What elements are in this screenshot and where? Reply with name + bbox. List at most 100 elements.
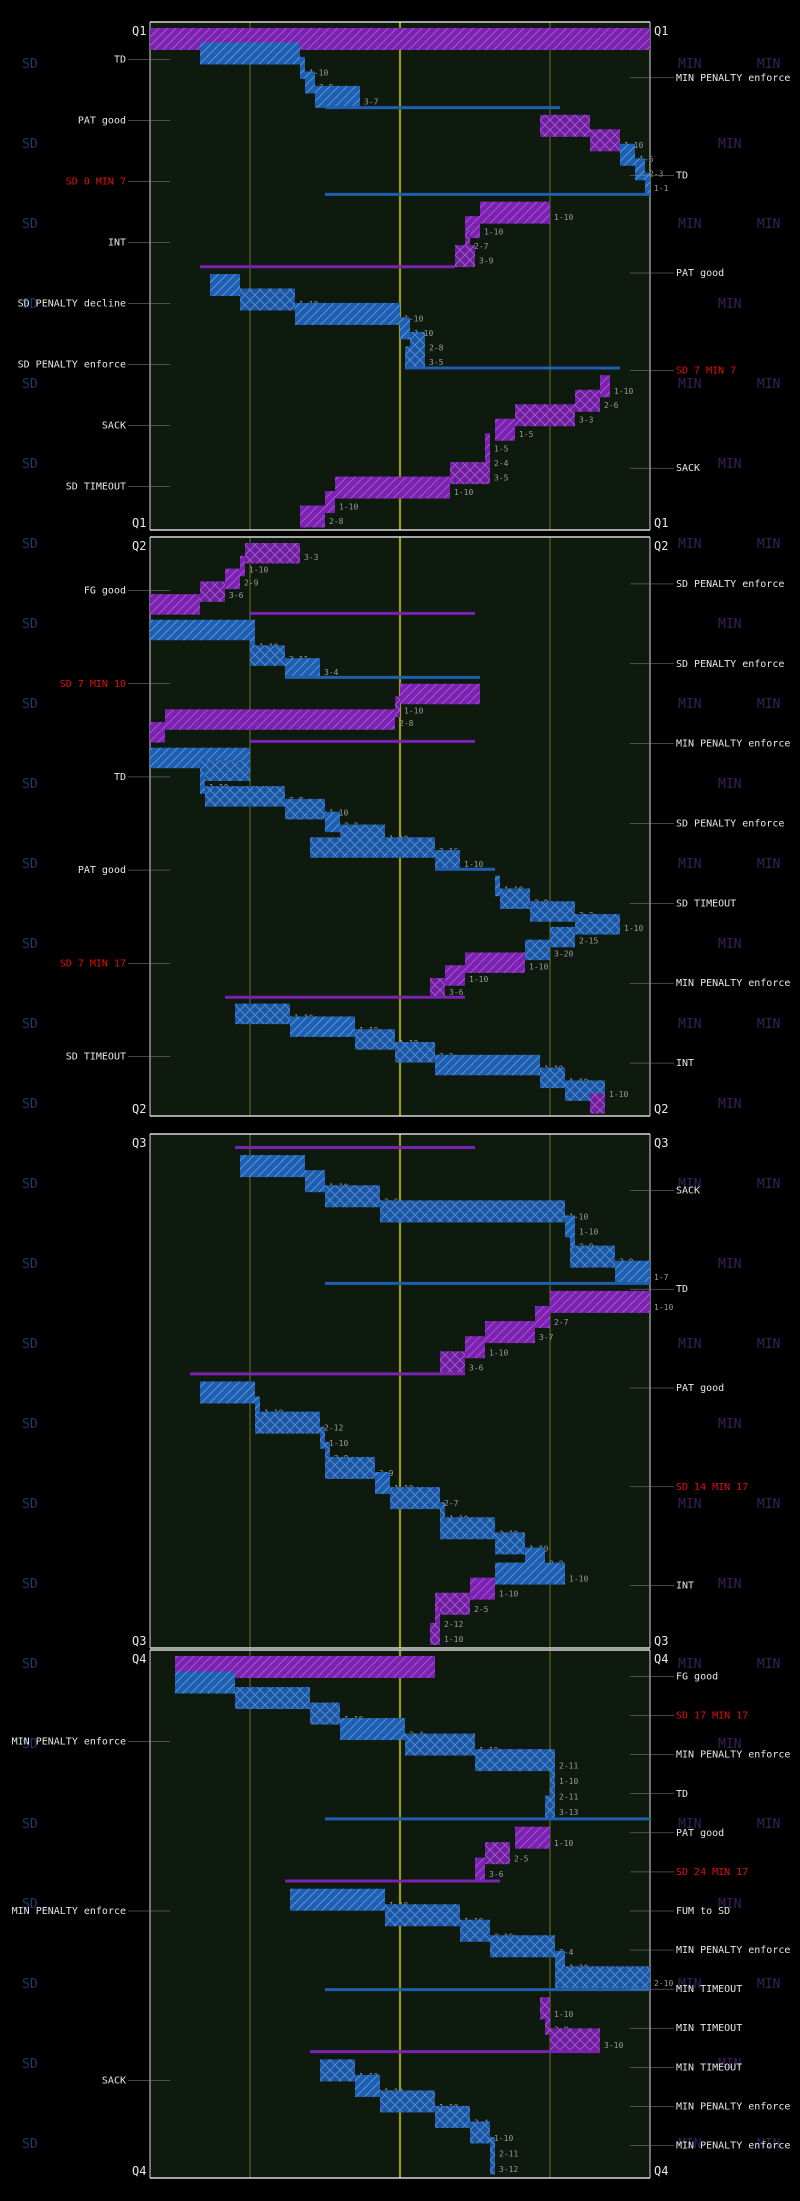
play-bar (620, 143, 635, 166)
play-bar (470, 1577, 495, 1600)
play-bar (310, 1702, 340, 1725)
watermark-sd: SD (22, 1017, 38, 1032)
play-bar (175, 1656, 435, 1678)
watermark-min: MIN (678, 697, 701, 712)
watermark-min: MIN (718, 1737, 741, 1752)
event-label: MIN TIMEOUT (676, 2023, 742, 2034)
watermark-min: MIN (757, 57, 780, 72)
watermark-sd: SD (22, 857, 38, 872)
down-label: 1-10 (654, 1303, 673, 1312)
down-label: 2-10 (654, 1979, 673, 1988)
down-label: 1-10 (554, 2010, 573, 2019)
event-label: SD PENALTY decline (18, 299, 126, 310)
down-label: 1-6 (639, 155, 654, 164)
watermark-sd: SD (22, 537, 38, 552)
watermark-min: MIN (718, 617, 741, 632)
play-bar (240, 288, 295, 311)
down-label: 1-1 (654, 184, 669, 193)
watermark-sd: SD (22, 1337, 38, 1352)
watermark-sd: SD (22, 1177, 38, 1192)
play-bar (225, 568, 240, 590)
quarter-label: Q2 (132, 539, 146, 553)
down-label: 3-12 (499, 2165, 518, 2174)
quarter-label: Q1 (654, 24, 668, 38)
event-label: SD 17 MIN 17 (676, 1711, 748, 1722)
event-label: MIN PENALTY enforce (676, 2140, 790, 2151)
play-bar (320, 1426, 325, 1449)
play-bar (405, 346, 425, 369)
down-label: 1-10 (454, 488, 473, 497)
event-label: SACK (676, 463, 700, 474)
down-label: 1-10 (329, 1439, 348, 1448)
down-label: 1-10 (559, 1777, 578, 1786)
play-bar (375, 1472, 390, 1494)
watermark-sd: SD (22, 617, 38, 632)
play-bar (285, 658, 320, 679)
down-label: 1-10 (464, 860, 483, 869)
down-label: 2-8 (329, 517, 344, 526)
play-bar (485, 447, 490, 470)
down-label: 3-4 (559, 1948, 574, 1957)
quarter-label: Q3 (132, 1136, 146, 1150)
watermark-sd: SD (22, 1737, 38, 1752)
watermark-sd: SD (22, 2137, 38, 2152)
play-bar (315, 85, 360, 108)
down-label: 1-10 (569, 1575, 588, 1584)
play-bar (565, 1215, 575, 1238)
down-label: 1-10 (624, 924, 643, 933)
down-label: 1-10 (309, 68, 328, 77)
watermark-min: MIN (678, 217, 701, 232)
watermark-min: MIN (678, 2137, 701, 2152)
play-bar (335, 476, 450, 499)
event-label: SD TIMEOUT (676, 898, 736, 909)
play-bar (495, 1532, 525, 1555)
down-label: 2-7 (444, 1499, 459, 1508)
event-label: TD (676, 170, 688, 181)
event-label: INT (676, 1581, 694, 1592)
play-bar (355, 2074, 380, 2097)
play-bar (290, 1888, 385, 1911)
down-label: 1-5 (494, 445, 509, 454)
watermark-min: MIN (718, 1417, 741, 1432)
play-bar (445, 965, 465, 986)
watermark-sd: SD (22, 377, 38, 392)
event-label: SD PENALTY enforce (676, 819, 784, 830)
play-bar (465, 952, 525, 973)
play-bar (430, 1622, 440, 1645)
watermark-sd: SD (22, 777, 38, 792)
play-bar (485, 433, 490, 456)
watermark-min: MIN (678, 377, 701, 392)
quarter-end-label: Q1 (132, 516, 146, 530)
event-label: MIN PENALTY enforce (676, 2101, 790, 2112)
play-bar (380, 2090, 435, 2113)
event-label: SD 7 MIN 10 (60, 679, 126, 690)
play-bar (395, 696, 400, 718)
watermark-min: MIN (757, 1497, 780, 1512)
watermark-min: MIN (757, 1017, 780, 1032)
play-bar (490, 2136, 495, 2159)
play-bar (300, 505, 325, 528)
watermark-min: MIN (757, 2137, 780, 2152)
watermark-min: MIN (757, 697, 780, 712)
down-label: 1-10 (494, 2134, 513, 2143)
down-label: 1-10 (614, 387, 633, 396)
down-label: 1-10 (484, 228, 503, 237)
watermark-min: MIN (757, 1977, 780, 1992)
down-label: 3-6 (449, 988, 464, 997)
watermark-sd: SD (22, 1097, 38, 1112)
watermark-min: MIN (757, 377, 780, 392)
watermark-min: MIN (678, 1177, 701, 1192)
play-bar (590, 1093, 605, 1114)
down-label: 2-3 (649, 170, 664, 179)
down-label: 1-10 (579, 1228, 598, 1237)
event-label: MIN PENALTY enforce (676, 1750, 790, 1761)
event-label: MIN PENALTY enforce (676, 1945, 790, 1956)
play-bar (200, 42, 300, 65)
play-bar (550, 1764, 555, 1787)
event-label: SD TIMEOUT (66, 482, 126, 493)
down-label: 3-5 (429, 358, 444, 367)
down-label: 2-5 (514, 1855, 529, 1864)
play-bar (470, 2121, 490, 2144)
watermark-sd: SD (22, 937, 38, 952)
